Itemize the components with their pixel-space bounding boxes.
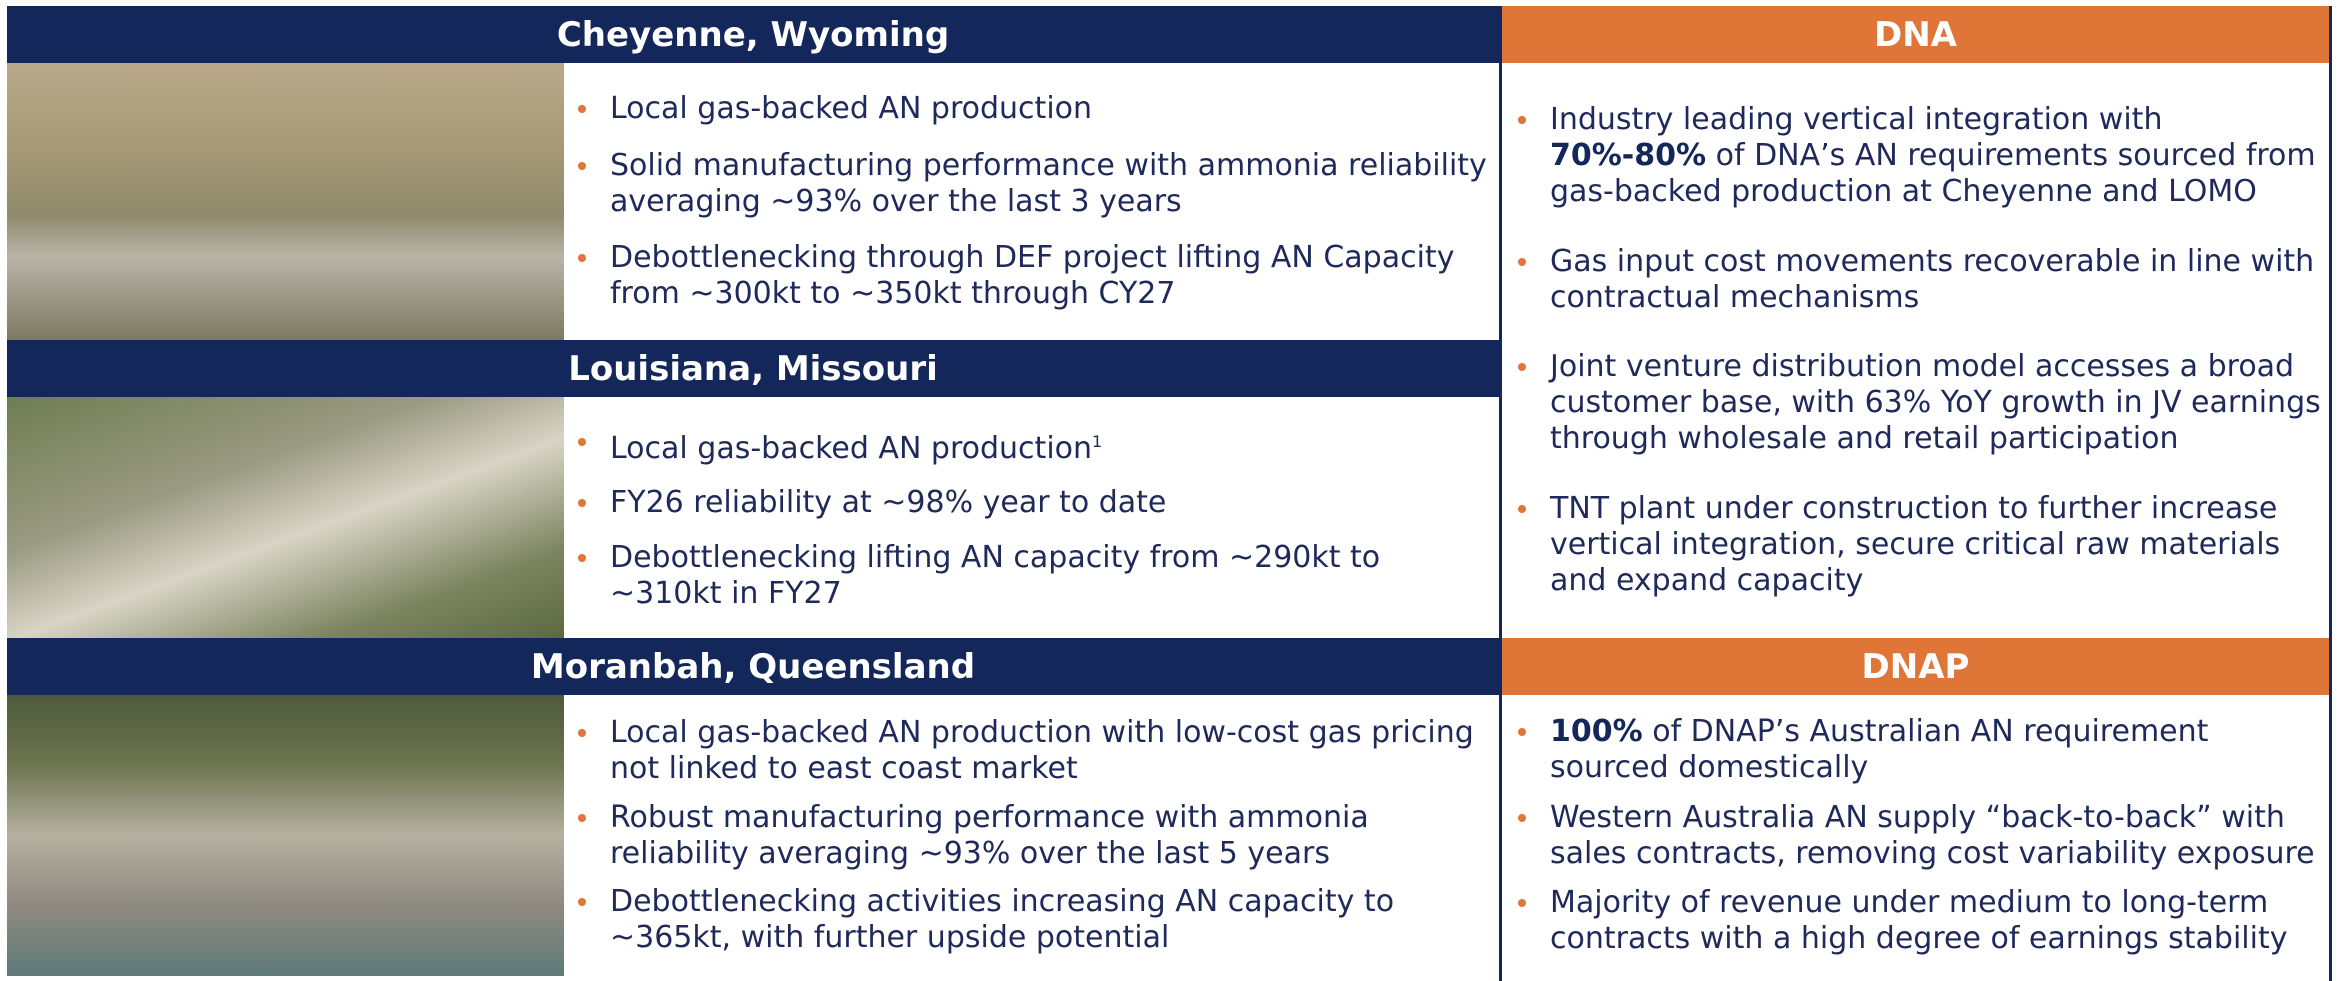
site-photo: [7, 63, 564, 340]
text: Joint venture distribution model accesse…: [1550, 349, 2321, 457]
section-header: Louisiana, Missouri: [7, 340, 1499, 397]
bullet: FY26 reliability at ~98% year to date: [572, 485, 1492, 521]
text: Debottlenecking through DEF project lift…: [610, 239, 1455, 311]
bullet: 100% of DNAP’s Australian AN requirement…: [1512, 714, 2324, 786]
bullet-list: Industry leading vertical integration wi…: [1512, 69, 2324, 632]
panel-frame: [1499, 6, 2332, 981]
section-body: Local gas-backed AN production1 FY26 reli…: [572, 397, 1492, 638]
bold-text: 70%-80%: [1550, 138, 1707, 174]
text: Majority of revenue under medium to long…: [1550, 884, 2288, 956]
site-photo: [7, 397, 564, 638]
bullet: Robust manufacturing performance with am…: [572, 800, 1492, 872]
bullet: Debottlenecking through DEF project lift…: [572, 240, 1492, 312]
bullet: Local gas-backed AN production1: [572, 424, 1492, 467]
bullet: Gas input cost movements recoverable in …: [1512, 244, 2324, 316]
section-body: Local gas-backed AN production with low-…: [572, 695, 1492, 976]
text: Solid manufacturing performance with amm…: [610, 147, 1487, 219]
section-header: Cheyenne, Wyoming: [7, 6, 1499, 63]
text: Industry leading vertical integration wi…: [1550, 102, 2163, 138]
text: Local gas-backed AN production: [610, 91, 1093, 127]
bullet-list: Local gas-backed AN production1 FY26 reli…: [572, 405, 1492, 630]
text: Debottlenecking activities increasing AN…: [610, 883, 1395, 955]
text: of DNA’s AN requirements sourced from ga…: [1550, 138, 2316, 210]
section-header: Moranbah, Queensland: [7, 638, 1499, 695]
bullet: TNT plant under construction to further …: [1512, 491, 2324, 599]
site-photo: [7, 695, 564, 976]
region-header: DNA: [1502, 6, 2329, 63]
region-body: 100% of DNAP’s Australian AN requirement…: [1512, 695, 2324, 976]
bullet: Industry leading vertical integration wi…: [1512, 102, 2324, 210]
bullet: Local gas-backed AN production with low-…: [572, 715, 1492, 787]
region-body: Industry leading vertical integration wi…: [1512, 63, 2324, 638]
text: Debottlenecking lifting AN capacity from…: [610, 539, 1381, 611]
text: of DNAP’s Australian AN requirement sour…: [1550, 714, 2209, 786]
text: Robust manufacturing performance with am…: [610, 799, 1369, 871]
text: Local gas-backed AN production: [610, 430, 1093, 466]
bullet: Debottlenecking lifting AN capacity from…: [572, 540, 1492, 612]
text: FY26 reliability at ~98% year to date: [610, 485, 1167, 520]
section-body: Local gas-backed AN production Solid manu…: [572, 63, 1492, 340]
bullet: Majority of revenue under medium to long…: [1512, 885, 2324, 957]
text: Local gas-backed AN production with low-…: [610, 715, 1474, 787]
text: Western Australia AN supply “back-to-bac…: [1550, 799, 2315, 871]
bullet-list: Local gas-backed AN production with low-…: [572, 703, 1492, 968]
bullet: Local gas-backed AN production: [572, 91, 1492, 127]
bullet-list: Local gas-backed AN production Solid manu…: [572, 71, 1492, 332]
text: TNT plant under construction to further …: [1550, 490, 2281, 598]
bullet: Western Australia AN supply “back-to-bac…: [1512, 800, 2324, 872]
footnote-ref: 1: [1092, 431, 1103, 451]
region-header: DNAP: [1502, 638, 2329, 695]
bold-text: 100%: [1550, 714, 1643, 750]
bullet: Solid manufacturing performance with amm…: [572, 148, 1492, 220]
bullet: Debottlenecking activities increasing AN…: [572, 884, 1492, 956]
bullet-list: 100% of DNAP’s Australian AN requirement…: [1512, 701, 2324, 970]
bullet: Joint venture distribution model accesse…: [1512, 349, 2324, 457]
text: Gas input cost movements recoverable in …: [1550, 243, 2315, 315]
